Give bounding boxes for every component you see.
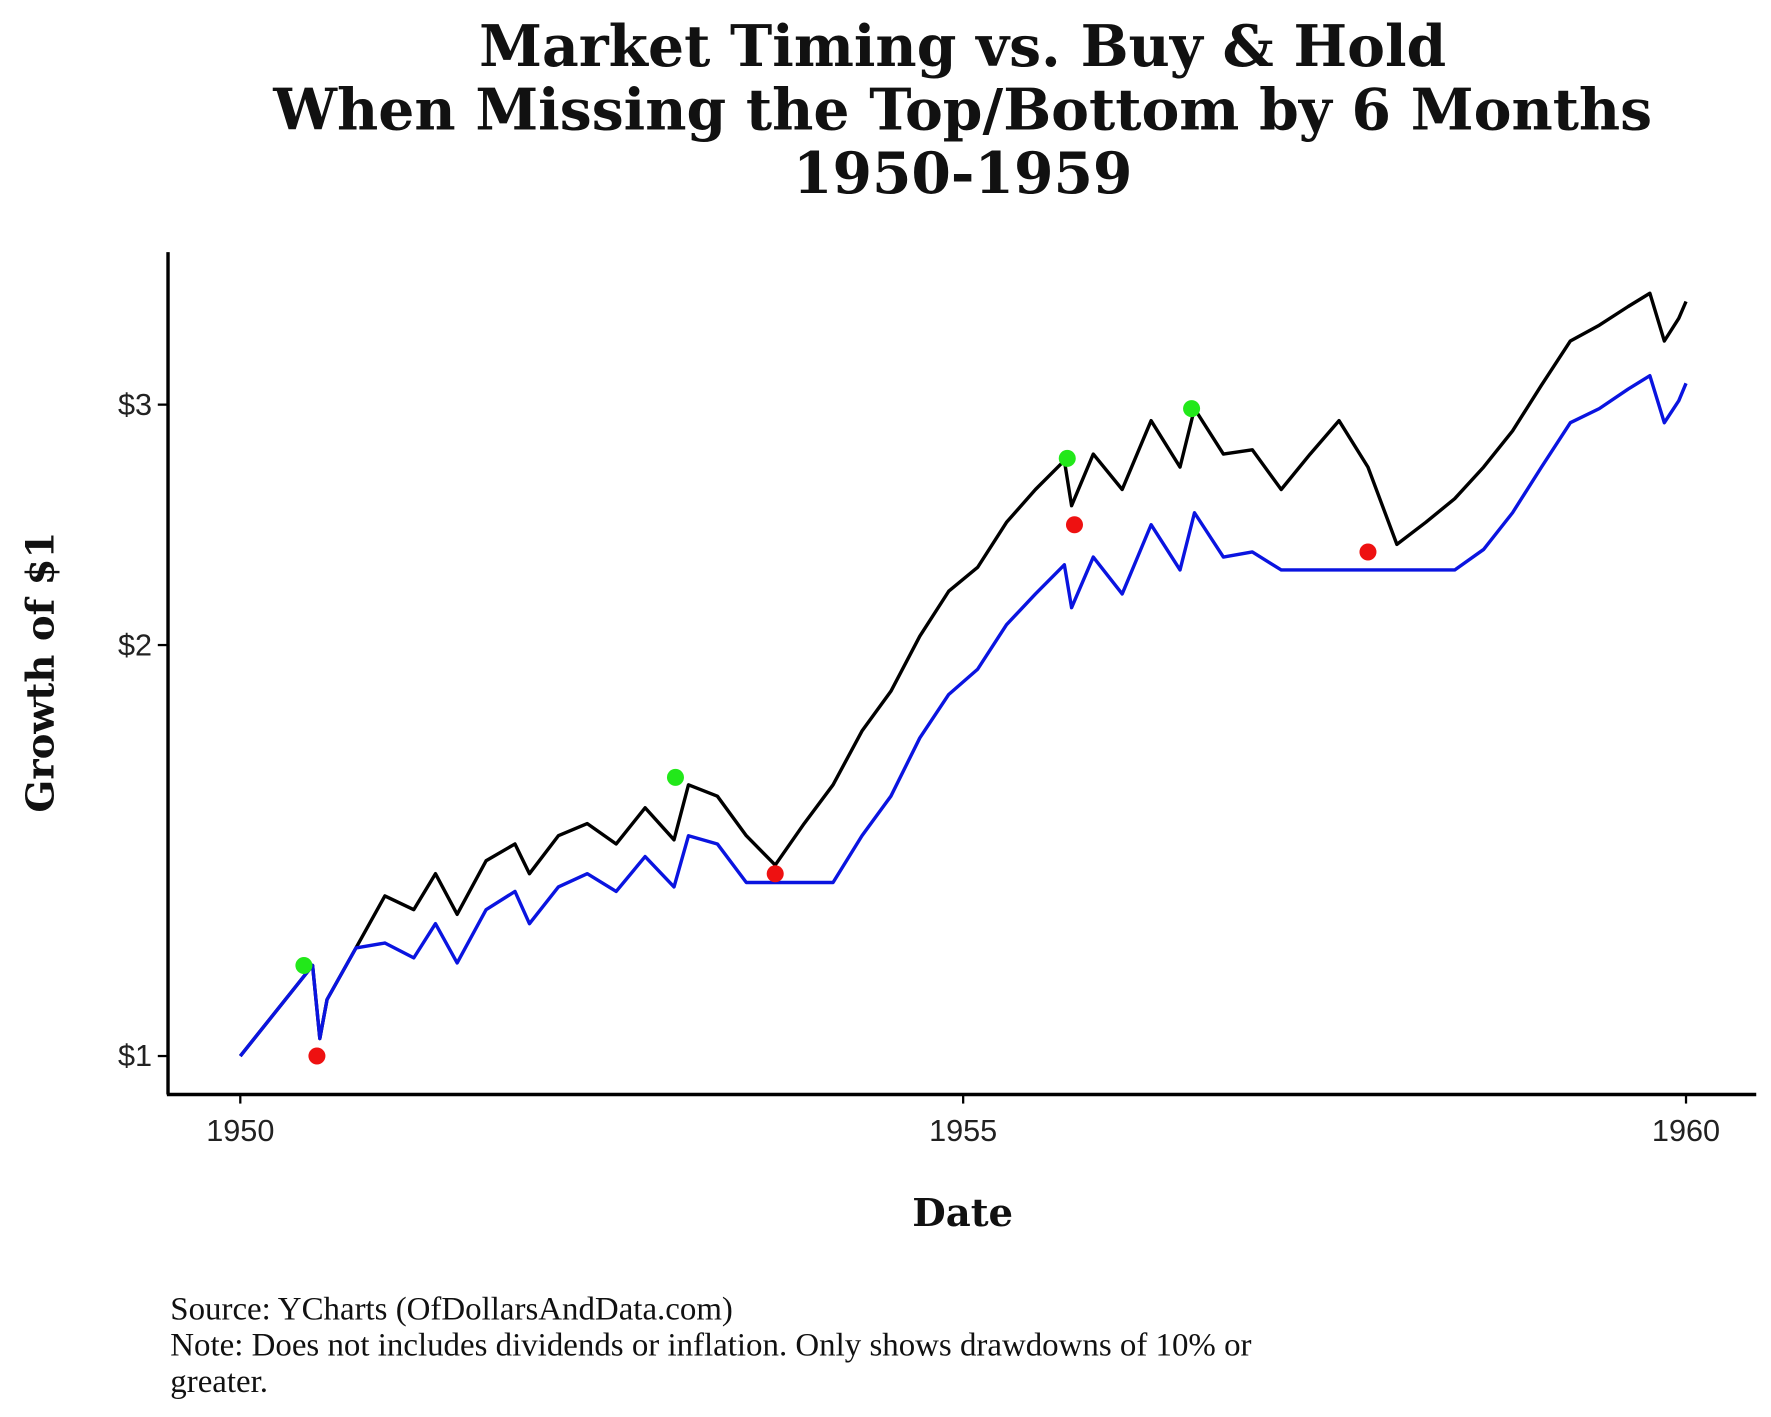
chart-title: 1950-1959 xyxy=(793,141,1132,207)
point xyxy=(666,768,684,786)
x-tick-label: 1955 xyxy=(929,1114,997,1148)
chart-title: Market Timing vs. Buy & Hold xyxy=(479,14,1446,80)
point xyxy=(308,1047,326,1065)
y-axis-title: Growth of $1 xyxy=(18,532,63,813)
point xyxy=(766,865,784,883)
line xyxy=(238,291,1688,1058)
point xyxy=(1183,400,1201,418)
point xyxy=(1359,543,1377,561)
point xyxy=(1065,516,1083,534)
point xyxy=(295,956,313,974)
y-tick-label: $3 xyxy=(118,388,152,422)
x-tick-label: 1950 xyxy=(206,1114,274,1148)
x-axis-title: Date xyxy=(912,1191,1013,1236)
x-tick-label: 1960 xyxy=(1652,1114,1720,1148)
caption: greater. xyxy=(170,1364,268,1400)
y-tick-label: $2 xyxy=(118,628,152,662)
caption: Source: YCharts (OfDollarsAndData.com) xyxy=(170,1291,733,1327)
chart-title: When Missing the Top/Bottom by 6 Months xyxy=(272,78,1652,144)
caption: Note: Does not includes dividends or inf… xyxy=(170,1328,1251,1364)
y-tick-label: $1 xyxy=(118,1039,152,1073)
line xyxy=(238,374,1688,1058)
point xyxy=(1058,449,1076,467)
